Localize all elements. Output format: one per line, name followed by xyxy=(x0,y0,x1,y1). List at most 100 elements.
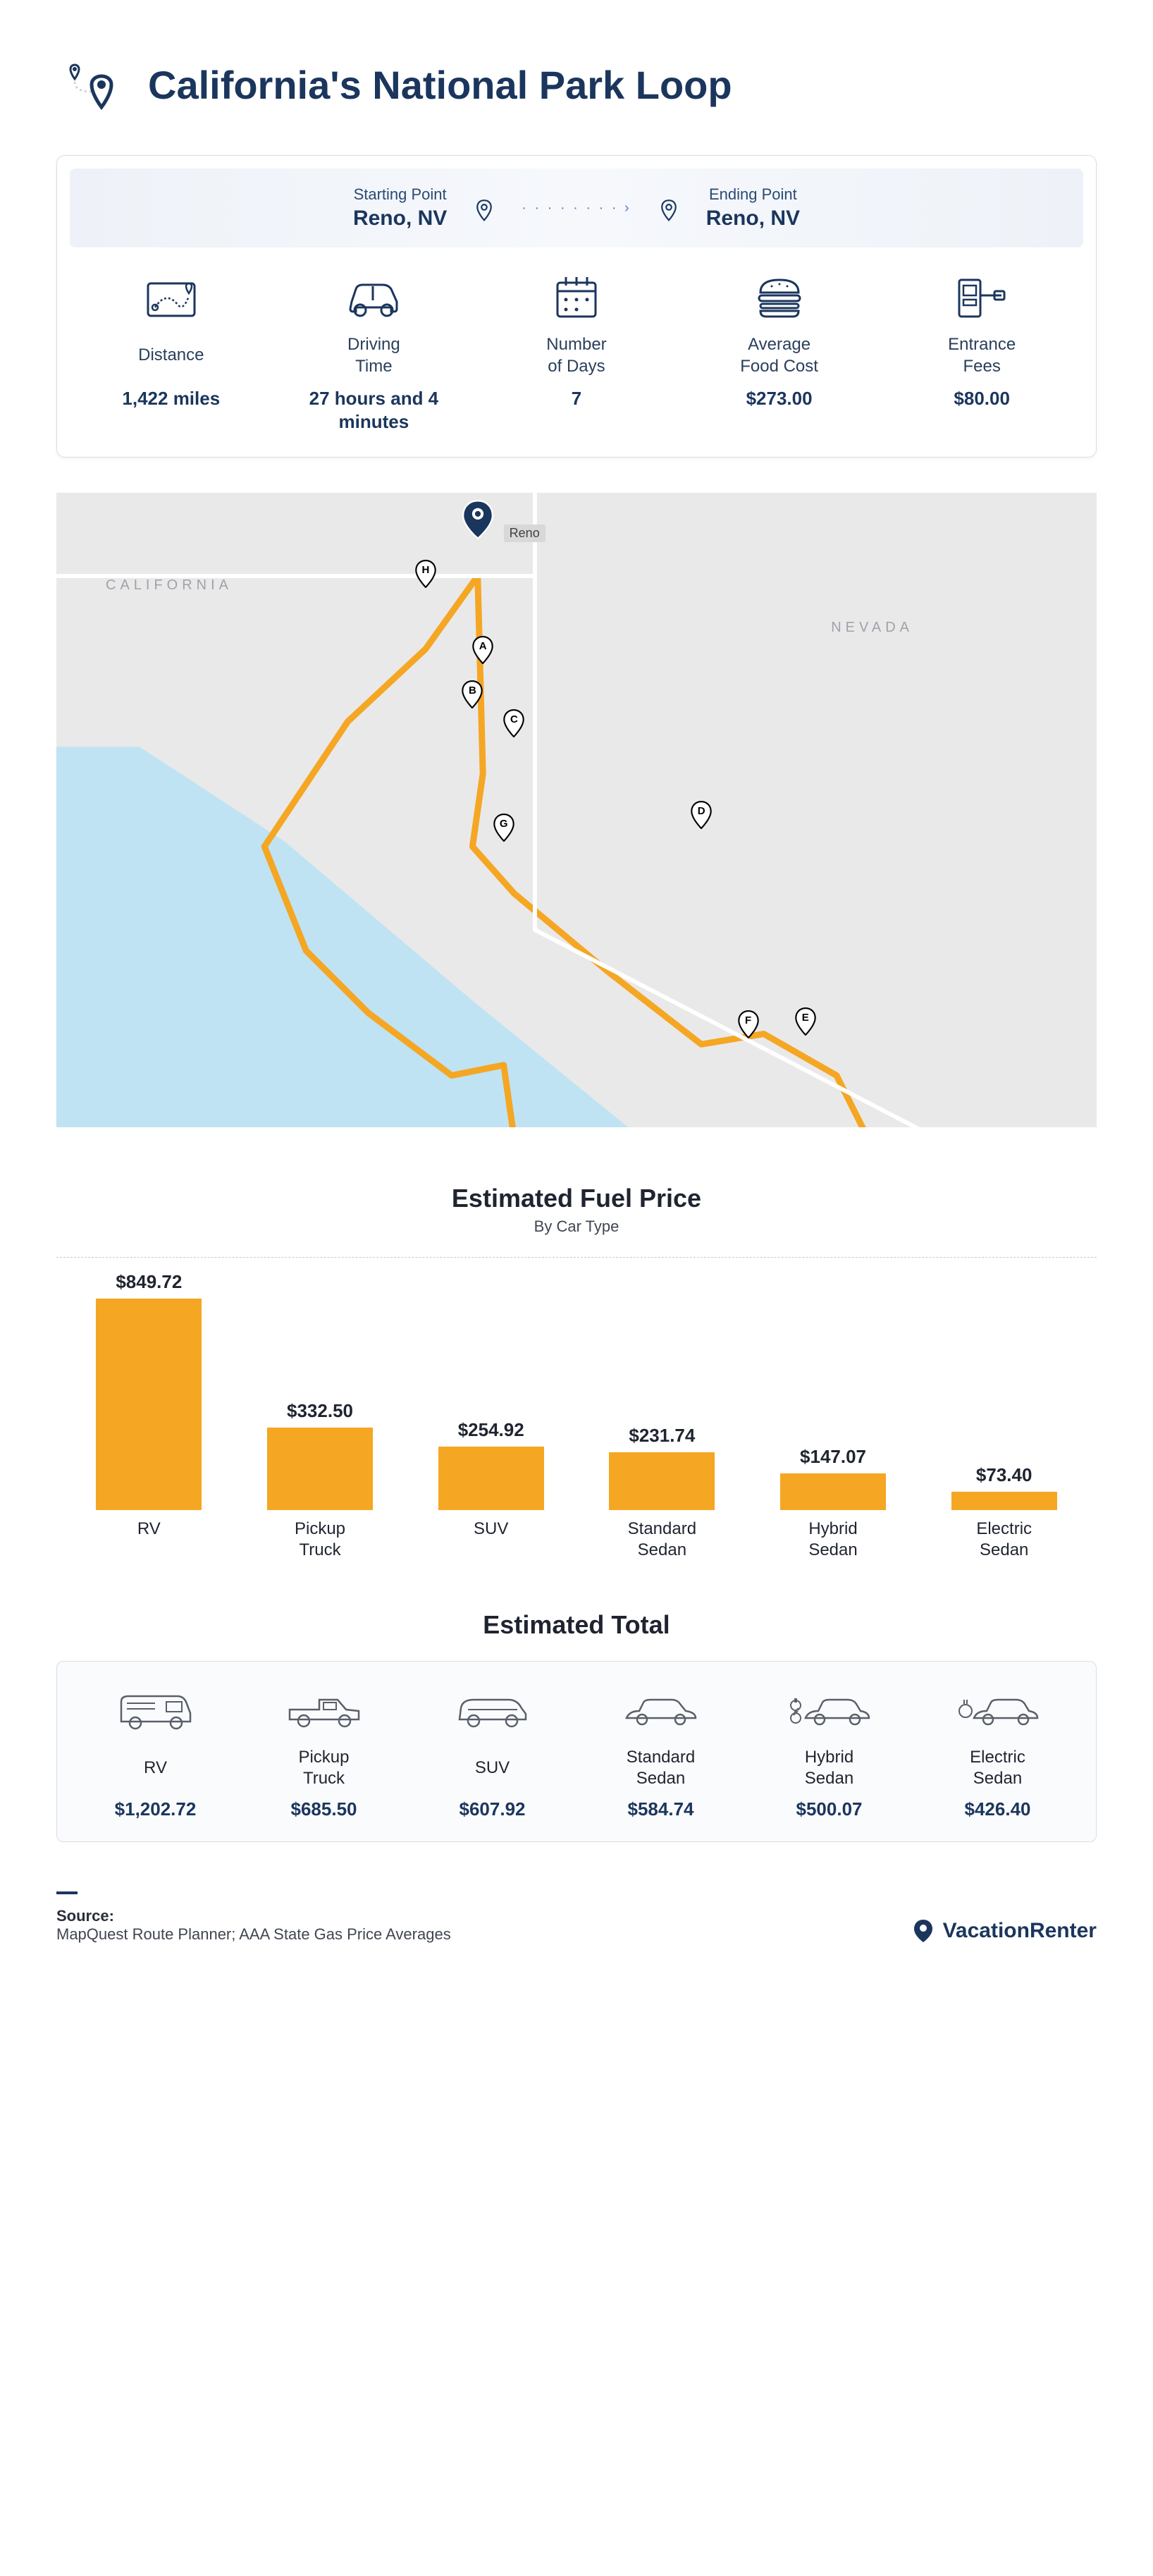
total-cell: ElectricSedan $426.40 xyxy=(913,1686,1082,1820)
bar-rect xyxy=(609,1452,715,1510)
waypoint-pin: D xyxy=(690,801,713,829)
page-header: California's National Park Loop xyxy=(56,56,1097,113)
bar-rect xyxy=(96,1299,202,1510)
bar-rect xyxy=(780,1473,886,1510)
total-value: $426.40 xyxy=(913,1798,1082,1820)
total-label: HybridSedan xyxy=(745,1746,913,1790)
bar-label: PickupTruck xyxy=(295,1519,345,1561)
waypoint-pin: B xyxy=(461,680,483,709)
bar-value: $332.50 xyxy=(287,1400,353,1422)
waypoint-pin: F xyxy=(737,1010,760,1038)
ticket-booth-icon xyxy=(893,271,1071,324)
route-bar: Starting Point Reno, NV · · · · · · · · … xyxy=(70,168,1083,247)
total-cell: SUV$607.92 xyxy=(408,1686,576,1820)
total-cell: HybridSedan $500.07 xyxy=(745,1686,913,1820)
brand-pin-icon xyxy=(911,1918,936,1944)
stat-cell: AverageFood Cost$273.00 xyxy=(678,247,881,457)
bar-value: $849.72 xyxy=(116,1271,182,1293)
ending-point: Ending Point Reno, NV xyxy=(706,185,800,231)
bar-label: HybridSedan xyxy=(808,1519,857,1561)
footer: Source: MapQuest Route Planner; AAA Stat… xyxy=(56,1891,1097,1944)
suv-icon xyxy=(408,1686,576,1738)
fuel-bar: $147.07 HybridSedan xyxy=(748,1446,919,1561)
bar-value: $73.40 xyxy=(976,1464,1032,1486)
source-label: Source: xyxy=(56,1907,451,1925)
stats-row: Distance1,422 milesDrivingTime27 hours a… xyxy=(70,247,1083,457)
fuel-chart-title: Estimated Fuel Price xyxy=(56,1184,1097,1213)
waypoint-pin: A xyxy=(471,636,494,664)
stat-value: 7 xyxy=(488,387,665,410)
hybrid-icon xyxy=(745,1686,913,1738)
rv-icon xyxy=(71,1686,240,1738)
source-text: MapQuest Route Planner; AAA State Gas Pr… xyxy=(56,1925,451,1944)
start-city-label: Reno xyxy=(504,525,545,542)
chart-divider xyxy=(56,1257,1097,1258)
fuel-bar-chart: $849.72RV$332.50PickupTruck$254.92SUV$23… xyxy=(56,1265,1097,1561)
start-label: Starting Point xyxy=(353,185,447,204)
total-cell: RV $1,202.72 xyxy=(71,1686,240,1820)
fuel-bar: $231.74 StandardSedan xyxy=(576,1425,748,1561)
stat-value: 1,422 miles xyxy=(82,387,260,410)
totals-card: RV $1,202.72PickupTruck $685.50SUV$607.92S… xyxy=(56,1661,1097,1842)
bar-value: $231.74 xyxy=(629,1425,695,1447)
brand-logo: VacationRenter xyxy=(911,1918,1097,1944)
waypoint-pin: E xyxy=(794,1007,817,1036)
bar-value: $254.92 xyxy=(458,1419,524,1441)
stat-label: Numberof Days xyxy=(488,333,665,377)
stat-cell: Numberof Days 7 xyxy=(475,247,678,457)
total-label: PickupTruck xyxy=(240,1746,408,1790)
fuel-bar: $332.50 PickupTruck xyxy=(235,1400,406,1561)
electric-icon xyxy=(913,1686,1082,1738)
total-value: $584.74 xyxy=(576,1798,745,1820)
total-cell: StandardSedan $584.74 xyxy=(576,1686,745,1820)
bar-rect xyxy=(438,1447,544,1510)
bar-label: RV xyxy=(137,1519,161,1561)
total-value: $1,202.72 xyxy=(71,1798,240,1820)
end-value: Reno, NV xyxy=(706,207,800,231)
pin-icon xyxy=(660,199,678,217)
page-title: California's National Park Loop xyxy=(148,62,732,108)
pickup-icon xyxy=(240,1686,408,1738)
stat-cell: Distance1,422 miles xyxy=(70,247,273,457)
bar-value: $147.07 xyxy=(800,1446,866,1468)
fuel-bar: $73.40ElectricSedan xyxy=(918,1464,1090,1561)
total-label: RV xyxy=(71,1746,240,1790)
waypoint-pin: C xyxy=(502,709,525,737)
route-map: CALIFORNIA NEVADA RenoHABCGDFE xyxy=(56,493,1097,1127)
fuel-bar: $849.72 RV xyxy=(63,1271,235,1561)
end-label: Ending Point xyxy=(706,185,800,204)
summary-card: Starting Point Reno, NV · · · · · · · · … xyxy=(56,155,1097,458)
brand-name: VacationRenter xyxy=(943,1919,1097,1943)
pin-icon xyxy=(475,199,493,217)
waypoint-pin: H xyxy=(414,560,437,588)
car-icon xyxy=(285,271,463,324)
start-pin xyxy=(461,499,495,544)
route-line xyxy=(56,493,1097,1127)
bar-label: StandardSedan xyxy=(628,1519,696,1561)
fuel-bar: $254.92SUV xyxy=(405,1419,576,1561)
stat-label: DrivingTime xyxy=(285,333,463,377)
burger-icon xyxy=(691,271,868,324)
fuel-chart-subtitle: By Car Type xyxy=(56,1218,1097,1236)
total-cell: PickupTruck $685.50 xyxy=(240,1686,408,1820)
start-value: Reno, NV xyxy=(353,207,447,231)
total-value: $685.50 xyxy=(240,1798,408,1820)
bar-rect xyxy=(267,1428,373,1510)
map-route-icon xyxy=(82,271,260,324)
stat-cell: DrivingTime27 hours and 4 minutes xyxy=(273,247,476,457)
total-value: $500.07 xyxy=(745,1798,913,1820)
sedan-icon xyxy=(576,1686,745,1738)
footer-dash xyxy=(56,1891,78,1894)
route-dots: · · · · · · · · › xyxy=(522,200,631,216)
calendar-icon xyxy=(488,271,665,324)
total-label: ElectricSedan xyxy=(913,1746,1082,1790)
bar-rect xyxy=(951,1492,1057,1510)
route-pins-icon xyxy=(56,56,127,113)
waypoint-pin: G xyxy=(493,814,515,842)
source-block: Source: MapQuest Route Planner; AAA Stat… xyxy=(56,1891,451,1944)
stat-value: $80.00 xyxy=(893,387,1071,410)
total-label: SUV xyxy=(408,1746,576,1790)
total-label: StandardSedan xyxy=(576,1746,745,1790)
stat-cell: EntranceFees $80.00 xyxy=(880,247,1083,457)
stat-label: EntranceFees xyxy=(893,333,1071,377)
